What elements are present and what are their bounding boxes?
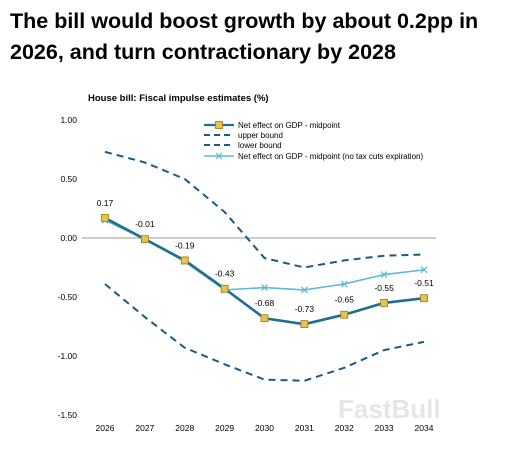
x-tick-label: 2030 [255, 423, 274, 433]
upper-bound-line [104, 150, 425, 269]
legend-label: Net effect on GDP - midpoint (no tax cut… [238, 152, 423, 161]
cross-marker-stroke [340, 280, 348, 288]
x-tick-label: 2029 [215, 423, 234, 433]
x-tick-label: 2026 [96, 423, 115, 433]
chart-title: House bill: Fiscal impulse estimates (%) [88, 93, 269, 104]
data-label: -0.43 [215, 269, 235, 279]
no-expiration-point [340, 280, 348, 288]
watermark: FastBull [338, 394, 441, 424]
cross-marker-stroke [261, 284, 268, 291]
midpoint-marker [420, 294, 428, 303]
y-tick-label: 0.00 [60, 233, 77, 243]
x-tick-label: 2032 [335, 423, 354, 433]
y-tick-label: 1.00 [60, 115, 77, 125]
cross-marker-stroke [380, 271, 388, 279]
y-tick-label: 0.50 [60, 174, 77, 184]
no-expiration-point [420, 266, 428, 274]
legend-cross-stroke [215, 152, 223, 160]
no-expiration-point [261, 284, 268, 291]
data-label-layer: 0.17 -0.01 -0.19 -0.43 -0.68 -0.73 -0.65 -0.55 -… [97, 198, 434, 314]
midpoint-marker [180, 256, 189, 265]
midpoint-marker [300, 320, 309, 329]
series-layer [101, 150, 428, 382]
midpoint-marker [260, 314, 269, 323]
y-tick-label: -0.50 [58, 292, 78, 302]
data-label: -0.01 [135, 219, 155, 229]
midpoint-marker [140, 235, 149, 244]
axis-layer: 1.00 0.50 0.00 -0.50 -1.00 -1.50 2026 2027 2028 2… [58, 115, 436, 433]
data-label: -0.19 [175, 240, 195, 250]
legend-label: Net effect on GDP - midpoint [238, 121, 341, 130]
no-expiration-line [104, 219, 425, 291]
headline: The bill would boost growth by about 0.2… [10, 9, 479, 64]
midpoint-marker [101, 214, 109, 222]
legend-marker-midpoint [215, 121, 223, 129]
data-label: 0.17 [97, 198, 114, 208]
x-tick-label: 2027 [135, 423, 154, 433]
x-tick-label: 2028 [175, 423, 194, 433]
legend-label: upper bound [238, 131, 283, 140]
midpoint-marker [220, 284, 229, 293]
x-tick-label: 2034 [415, 423, 434, 433]
midpoint-marker [340, 310, 349, 319]
x-tick-label: 2031 [295, 423, 314, 433]
data-label: -0.68 [255, 298, 275, 308]
watermark-layer: FastBull [338, 394, 441, 424]
no-expiration-point [300, 286, 308, 294]
legend-label: lower bound [238, 141, 282, 150]
data-label: -0.55 [374, 283, 394, 293]
cross-marker-stroke [420, 266, 428, 274]
y-tick-label: -1.50 [58, 410, 78, 420]
data-label: -0.73 [295, 304, 315, 314]
data-label: -0.51 [414, 278, 434, 288]
no-expiration-point [380, 271, 388, 279]
y-tick-label: -1.00 [58, 351, 78, 361]
cross-marker-stroke [300, 286, 308, 294]
midpoint-marker [380, 298, 389, 307]
data-label: -0.65 [335, 295, 355, 305]
x-tick-label: 2033 [375, 423, 394, 433]
